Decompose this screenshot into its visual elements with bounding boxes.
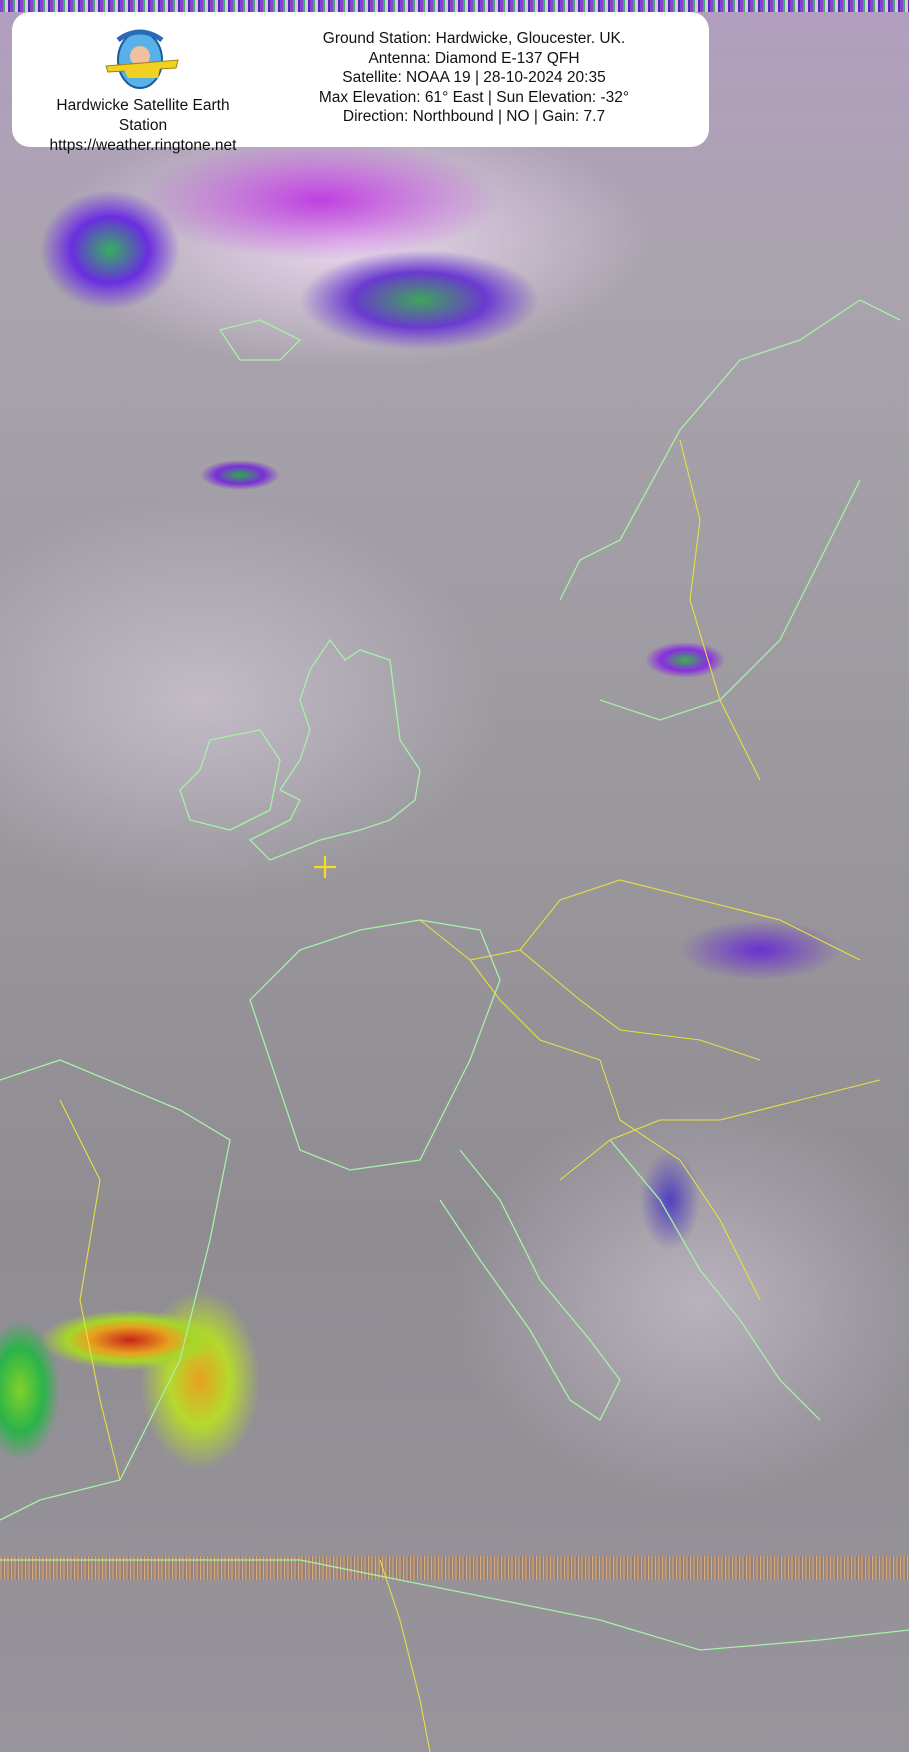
satellite-line: Satellite: NOAA 19 | 28-10-2024 20:35 [342,69,606,86]
coastlines [0,299,909,1651]
coastline-ireland [179,729,281,831]
pass-info: Ground Station: Hardwicke, Gloucester. U… [274,29,674,127]
coastline-france [249,919,501,1171]
coastline-scandinavia [559,299,901,601]
signal-noise-top [0,0,909,12]
info-panel: Hardwicke Satellite Earth Station https:… [12,12,709,154]
station-website: https://weather.ringtone.net [49,137,237,154]
ground-station-marker-icon [314,856,336,878]
coastline-great-britain [248,638,421,861]
direction-line: Direction: Northbound | NO | Gain: 7.7 [342,108,606,125]
coastline-iberia [0,1059,231,1521]
station-logo [105,29,179,89]
station-name: Hardwicke Satellite Earth [56,97,230,114]
coastline-north-africa [0,1559,909,1651]
elevation-line: Max Elevation: 61° East | Sun Elevation:… [318,88,630,106]
country-borders [59,439,881,1752]
ground-station-line: Ground Station: Hardwicke, Gloucester. U… [322,30,626,47]
antenna-line: Antenna: Diamond E-137 QFH [368,49,580,67]
station-name-line-2: Station [118,117,168,134]
coastline-iceland [218,319,302,361]
coastline-baltic [599,479,861,721]
coastline-italy [439,1149,621,1421]
station-title: Hardwicke Satellite Earth Station https:… [12,96,274,156]
coastline-balkans [609,1139,821,1421]
